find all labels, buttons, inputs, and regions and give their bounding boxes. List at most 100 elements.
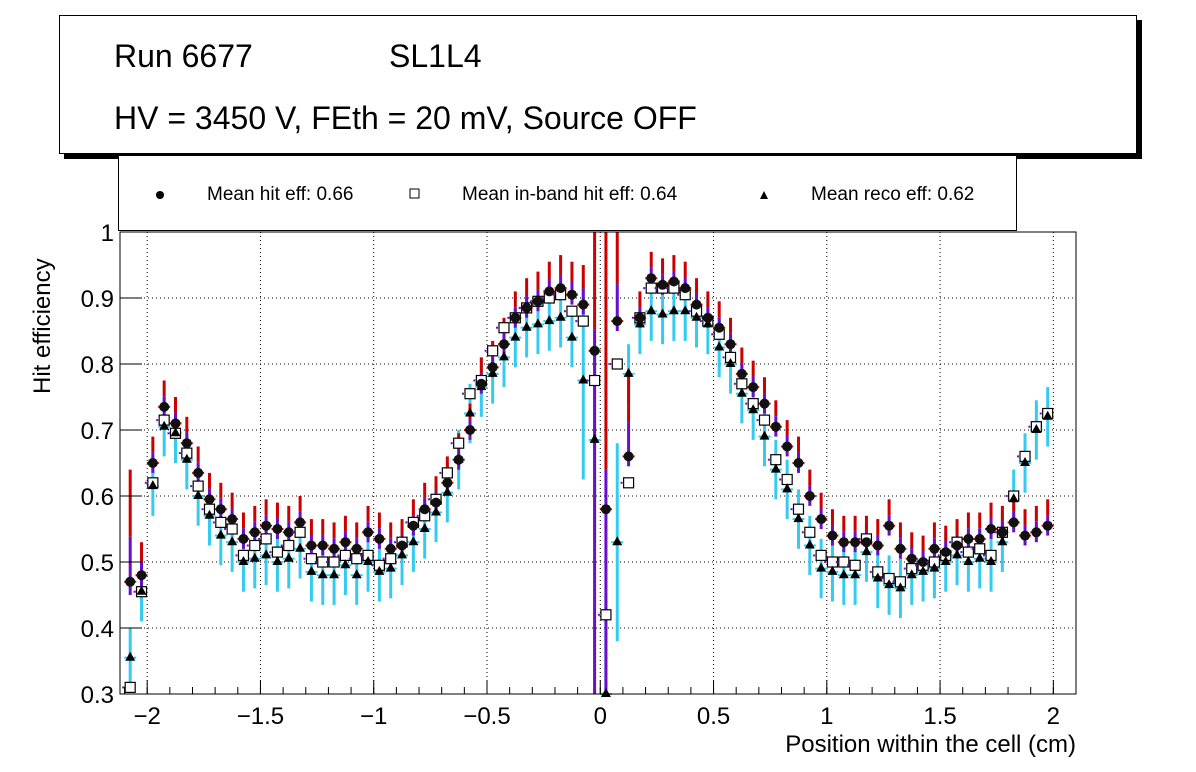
hit-eff-point — [725, 339, 736, 350]
inband-eff-point — [271, 546, 284, 558]
filled-triangle-icon — [749, 184, 779, 206]
reco-eff-point — [181, 453, 192, 463]
x-axis-title: Position within the cell (cm) — [785, 731, 1076, 758]
reco-eff-point — [940, 556, 951, 565]
hit-eff-point — [465, 425, 476, 435]
inband-eff-point — [453, 437, 465, 449]
reco-eff-point — [816, 562, 827, 572]
inband-eff-point — [611, 358, 623, 370]
reco-eff-point — [419, 523, 430, 532]
reco-eff-point — [929, 562, 940, 572]
y-tick-label: 0.5 — [81, 550, 114, 577]
hit-eff-point — [589, 345, 600, 356]
inband-eff-point — [577, 315, 589, 327]
x-tick-label: −1.5 — [237, 703, 284, 730]
y-tick-label: 0.3 — [81, 682, 114, 709]
hit-eff-point — [986, 524, 997, 534]
reco-eff-point — [374, 565, 385, 575]
reco-eff-point — [204, 509, 215, 519]
inband-eff-point — [498, 322, 510, 334]
hit-eff-point — [555, 283, 566, 294]
inband-eff-point — [781, 473, 793, 486]
x-tick-label: −0.5 — [463, 703, 510, 730]
hit-eff-point — [759, 398, 770, 409]
ticks: −2 −1.5 −1 −0.5 0 0.5 1 1.5 2 0.3 0.4 0.5 0.6 0.7 0.8 0… — [81, 220, 1060, 730]
reco-eff-point — [838, 569, 849, 579]
hit-eff-point — [306, 540, 317, 551]
reco-eff-point — [668, 305, 679, 315]
hit-eff-point — [691, 299, 702, 310]
hit-eff-point — [657, 279, 668, 290]
run-label: Run 6677 — [114, 38, 253, 74]
inband-eff-point — [736, 378, 748, 390]
hit-eff-point — [702, 312, 713, 323]
inband-eff-point — [192, 480, 204, 492]
x-tick-label: 0 — [594, 703, 607, 730]
reco-eff-point — [850, 569, 861, 579]
hit-eff-point — [1020, 530, 1031, 541]
layer-label: SL1L4 — [389, 38, 482, 74]
reco-eff-point — [578, 374, 589, 384]
reco-eff-point — [295, 542, 306, 552]
reco-eff-point — [657, 308, 668, 318]
hit-eff-point — [351, 543, 362, 554]
inband-eff-point — [815, 549, 827, 562]
reco-eff-point — [125, 651, 136, 661]
legend-label: Mean reco eff: 0.62 — [811, 184, 975, 205]
reco-eff-point — [1008, 493, 1019, 503]
reco-eff-point — [283, 552, 294, 562]
inband-eff-point — [283, 539, 295, 552]
hit-eff-point — [736, 368, 747, 379]
hit-eff-point — [227, 514, 238, 525]
reco-eff-point — [193, 490, 204, 499]
hit-eff-point — [238, 533, 249, 544]
hit-eff-point — [1031, 527, 1042, 538]
hit-eff-point — [374, 533, 385, 544]
hit-eff-point — [181, 438, 192, 449]
reco-eff-point — [498, 351, 509, 361]
reco-eff-point — [804, 539, 815, 549]
reco-eff-point — [918, 565, 929, 575]
reco-eff-point — [306, 565, 317, 575]
hit-eff-point — [612, 316, 623, 327]
reco-eff-point — [872, 572, 883, 582]
x-tick-label: 1.5 — [923, 703, 956, 730]
hit-eff-point — [476, 378, 487, 389]
legend: Mean hit eff: 0.66 Mean in-band hit eff:… — [118, 156, 1017, 231]
filled-circle-icon — [145, 184, 175, 206]
reco-eff-point — [770, 463, 781, 473]
reco-eff-point — [487, 367, 498, 377]
hit-eff-point — [272, 524, 283, 534]
reco-eff-point — [227, 536, 238, 546]
reco-eff-point — [906, 569, 917, 579]
hit-eff-point — [215, 504, 226, 515]
hit-eff-point — [170, 418, 181, 429]
reco-eff-point — [759, 430, 770, 440]
inband-eff-point — [487, 345, 499, 357]
hit-eff-point — [974, 533, 985, 544]
inband-eff-point — [758, 414, 771, 426]
hit-eff-point — [498, 339, 509, 350]
hit-eff-point — [397, 540, 408, 551]
reco-eff-point — [600, 688, 611, 697]
hit-eff-point — [997, 527, 1008, 538]
reco-eff-point — [691, 311, 702, 321]
x-tick-label: −2 — [133, 703, 160, 730]
reco-eff-point — [861, 546, 872, 556]
reco-eff-point — [782, 483, 793, 493]
reco-eff-point — [351, 569, 362, 579]
hit-eff-point — [363, 527, 374, 538]
inband-eff-point — [385, 553, 397, 565]
reco-eff-point — [793, 513, 804, 523]
hit-eff-point — [453, 454, 464, 465]
hit-eff-point — [816, 514, 827, 525]
hit-eff-point — [929, 543, 940, 554]
reco-eff-point — [566, 331, 577, 341]
inband-eff-point — [849, 559, 861, 571]
reco-eff-point — [986, 556, 997, 565]
hit-eff-point — [532, 296, 543, 307]
y-tick-label: 1 — [101, 220, 114, 247]
inband-eff-point — [260, 533, 272, 545]
grid — [120, 232, 1076, 694]
y-tick-label: 0.9 — [81, 286, 114, 313]
